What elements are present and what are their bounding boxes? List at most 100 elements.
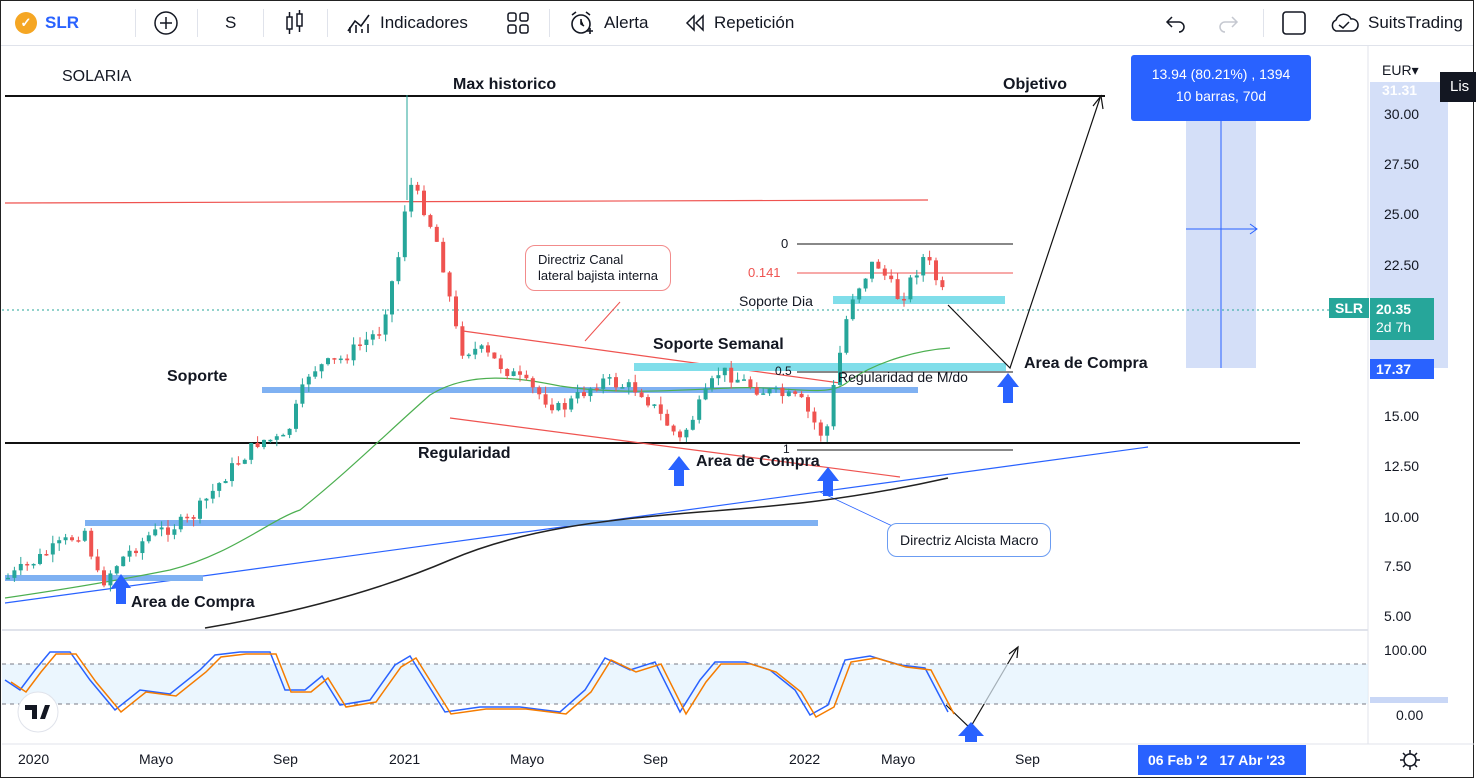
- candle-body: [511, 371, 516, 377]
- price-tick: 12.50: [1384, 458, 1420, 474]
- fullscreen-button[interactable]: [1281, 1, 1307, 45]
- divider: [327, 9, 328, 37]
- up-arrow-icon: [997, 373, 1019, 403]
- candle-body: [876, 261, 881, 269]
- redo-button[interactable]: [1217, 1, 1239, 45]
- replay-button[interactable]: Repetición: [684, 1, 794, 45]
- label-soporte-semanal: Soporte Semanal: [653, 336, 784, 353]
- candle-body: [230, 463, 234, 482]
- compare-button[interactable]: [153, 1, 179, 45]
- candle-body: [902, 298, 906, 301]
- symbol-name: SLR: [45, 13, 79, 32]
- candle-body: [383, 314, 388, 335]
- candle-body: [127, 550, 132, 557]
- undo-button[interactable]: [1165, 1, 1187, 45]
- symbol-search-button[interactable]: ✓ SLR: [15, 1, 79, 45]
- candle-body: [914, 275, 919, 278]
- time-label: Sep: [1015, 751, 1040, 767]
- symbol-logo-icon: ✓: [15, 12, 37, 34]
- candle-body: [281, 434, 286, 437]
- chart-type-button[interactable]: [284, 1, 306, 45]
- tag-symbol: SLR: [1335, 300, 1363, 316]
- candle-body: [870, 261, 874, 279]
- candle-body: [562, 403, 567, 410]
- candle-body: [588, 388, 593, 397]
- side-panel-tab[interactable]: Lis: [1440, 72, 1476, 102]
- time-label: 2021: [389, 751, 421, 767]
- candle-body: [684, 429, 689, 438]
- currency-selector[interactable]: EUR▾: [1382, 62, 1419, 79]
- divider: [197, 9, 198, 37]
- channel-lower-line[interactable]: [449, 417, 901, 478]
- settings-gear-icon[interactable]: [1400, 750, 1420, 770]
- candle-body: [594, 388, 599, 390]
- candle-body: [620, 387, 625, 389]
- candle-body: [690, 419, 695, 430]
- label-area-compra: Area de Compra: [1024, 355, 1148, 372]
- daily-support-zone[interactable]: [833, 296, 1005, 304]
- candle-body: [767, 388, 772, 394]
- candle-body: [44, 553, 49, 556]
- price-scale[interactable]: EUR▾ 31.31: [1368, 46, 1474, 746]
- time-label: 2020: [18, 751, 50, 767]
- interval-button[interactable]: S: [225, 1, 236, 45]
- candle-body: [940, 280, 945, 288]
- callout-canal[interactable]: Directriz Canal lateral bajista interna: [525, 245, 671, 291]
- last-price-tag: 20.35 2d 7h: [1370, 298, 1434, 340]
- candle-body: [799, 393, 804, 398]
- label-soporte-dia: Soporte Dia: [739, 293, 813, 309]
- callout-macro[interactable]: Directriz Alcista Macro: [887, 523, 1052, 557]
- candle-body: [697, 399, 702, 420]
- candle-body: [921, 257, 926, 276]
- up-arrow-icon: [668, 456, 690, 486]
- label-area-compra: Area de Compra: [131, 594, 255, 611]
- up-arrow-icon: [958, 722, 984, 742]
- alert-label: Alerta: [604, 13, 649, 32]
- channel-upper-line[interactable]: [462, 330, 841, 384]
- candle-body: [294, 403, 298, 429]
- candle-body: [108, 573, 113, 586]
- candle-body: [812, 411, 817, 423]
- templates-button[interactable]: [507, 1, 529, 45]
- candles-icon: [286, 10, 303, 34]
- target-price: 17.37: [1376, 361, 1412, 377]
- label-objetivo: Objetivo: [1003, 76, 1068, 93]
- candle-body: [550, 404, 554, 411]
- candle-body: [172, 529, 177, 535]
- candle-body: [786, 391, 791, 397]
- candle-body: [780, 387, 785, 397]
- support-zone-2[interactable]: [85, 520, 818, 526]
- candle-body: [479, 345, 484, 349]
- candle-body: [601, 378, 606, 389]
- alert-button[interactable]: Alerta: [568, 1, 648, 45]
- add-compare-icon: [154, 11, 178, 35]
- top-toolbar: ✓ SLR S Indicadores Alerta Repetición Su…: [1, 1, 1473, 46]
- candle-body: [447, 272, 452, 297]
- candle-body: [678, 431, 682, 438]
- candle-body: [70, 537, 74, 541]
- candle-body: [498, 358, 503, 369]
- weekly-support-zone[interactable]: [634, 363, 1006, 371]
- candle-body: [428, 215, 433, 227]
- candle-body: [838, 352, 842, 385]
- time-range-highlight: 06 Feb '2 17 Abr '23: [1138, 745, 1306, 775]
- candle-body: [569, 398, 574, 410]
- osc-projection-arrowhead: [1008, 645, 1019, 659]
- up-arrow-icon: [111, 574, 131, 604]
- candlestick-series[interactable]: [6, 95, 945, 592]
- symbol-price-tag: SLR: [1329, 298, 1369, 318]
- cloud-check-icon: [1331, 13, 1359, 32]
- candle-body: [345, 358, 350, 361]
- label-regularidad-md: Regularidad de M/do: [838, 369, 968, 385]
- account-button[interactable]: SuitsTrading: [1328, 1, 1463, 45]
- candle-body: [38, 553, 42, 564]
- target-price-tag: 17.37: [1370, 359, 1434, 379]
- candle-body: [57, 540, 62, 544]
- resistance-red-line[interactable]: [4, 199, 929, 204]
- tradingview-logo-icon[interactable]: [17, 691, 59, 733]
- price-tick: 30.00: [1384, 106, 1420, 122]
- indicators-button[interactable]: Indicadores: [346, 1, 468, 45]
- candle-body: [639, 392, 644, 398]
- candle-body: [825, 426, 830, 436]
